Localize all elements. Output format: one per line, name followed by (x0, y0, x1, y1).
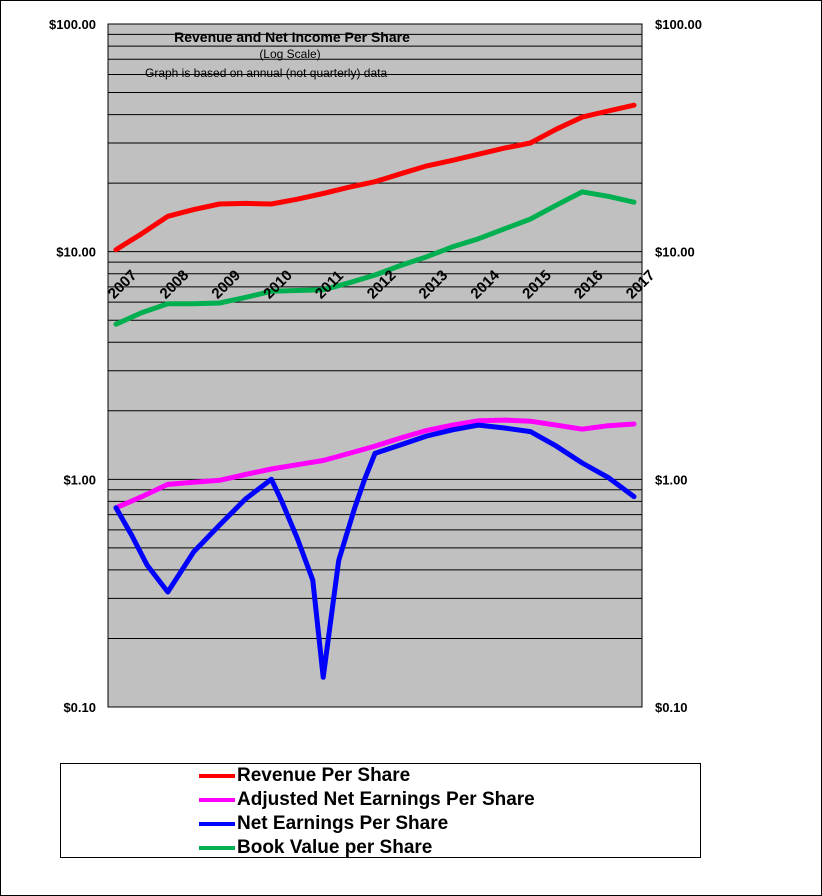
series-line-book-value-per-share (113, 189, 637, 327)
y-tick-label-right: $100.00 (655, 17, 702, 32)
y-tick-label-left: $0.10 (63, 700, 96, 715)
y-tick-label-right: $1.00 (655, 472, 688, 487)
legend-label: Book Value per Share (237, 837, 433, 858)
series-line-revenue-per-share (113, 102, 637, 253)
legend-item: Book Value per Share (199, 836, 432, 860)
legend: Revenue Per Share Adjusted Net Earnings P… (60, 763, 701, 858)
chart-note: Graph is based on annual (not quarterly)… (145, 66, 387, 80)
legend-item: Revenue Per Share (199, 764, 410, 788)
y-tick-label-left: $1.00 (63, 472, 96, 487)
legend-label: Adjusted Net Earnings Per Share (237, 789, 535, 810)
legend-label: Net Earnings Per Share (237, 813, 449, 834)
legend-item: Net Earnings Per Share (199, 812, 448, 836)
legend-swatch (199, 822, 235, 826)
legend-item: Adjusted Net Earnings Per Share (199, 788, 535, 812)
series-lines (113, 102, 637, 680)
legend-label: Revenue Per Share (237, 765, 411, 786)
y-tick-label-right: $0.10 (655, 700, 688, 715)
chart-title: Revenue and Net Income Per Share (174, 29, 410, 45)
legend-swatch (199, 846, 235, 850)
y-tick-label-right: $10.00 (655, 245, 695, 260)
series-line-adjusted-net-earnings-per-share (113, 417, 637, 511)
y-tick-label-left: $100.00 (49, 17, 96, 32)
legend-swatch (199, 798, 235, 802)
plot-area (107, 23, 643, 708)
legend-swatch (199, 774, 235, 778)
gridlines (108, 33, 642, 639)
chart-subtitle: (Log Scale) (259, 47, 320, 61)
series-line-net-earnings-per-share (113, 422, 637, 680)
y-tick-label-left: $10.00 (56, 245, 96, 260)
